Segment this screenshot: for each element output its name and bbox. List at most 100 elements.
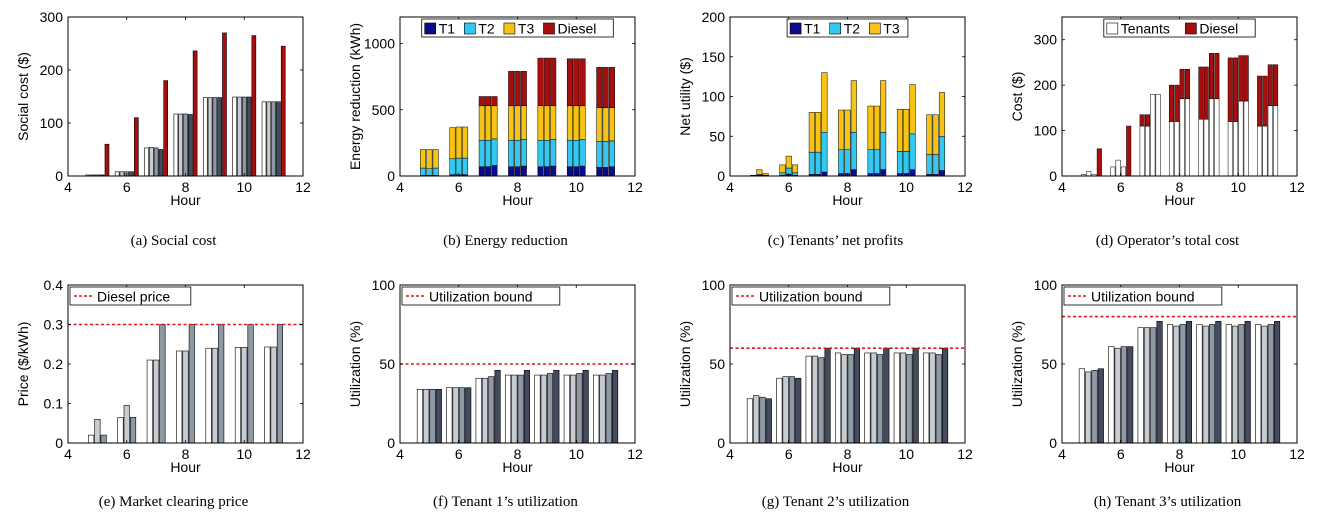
bar-a-s2-x4 — [212, 97, 218, 177]
ytick-label: 1000 — [364, 36, 395, 52]
bar-b-x2-b0-seg3 — [478, 96, 485, 107]
caption-h: (h) Tenant 3’s utilization — [1094, 494, 1242, 510]
bar-c-x3-b2-seg2 — [850, 80, 857, 133]
bar-e-s0-x5 — [234, 347, 241, 444]
xtick-label: 12 — [957, 179, 973, 195]
bar-b-x6-b2-seg2 — [608, 107, 615, 142]
bar-c-x2-b2-seg2 — [821, 72, 828, 133]
bar-c-x3-b1-seg2 — [844, 109, 851, 151]
bar-c-x6-b2-seg0 — [938, 170, 945, 177]
bar-a-s0-x6 — [261, 101, 267, 177]
bar-a-s4-x3 — [192, 50, 198, 177]
bar-g-s1-x3 — [841, 354, 848, 444]
bar-g-s0-x3 — [834, 352, 842, 444]
bar-b-x5-b0-seg1 — [566, 139, 573, 167]
bar-h-s2-x6 — [1267, 324, 1274, 444]
legend-label: T3 — [518, 21, 535, 37]
bar-b-x6-b1-seg2 — [602, 107, 609, 142]
bar-b-x1-b1-seg1 — [455, 157, 462, 175]
bar-d-x0-b1-seg0 — [1086, 171, 1092, 177]
y-axis-label: Cost ($) — [1009, 72, 1025, 122]
bar-b-x3-b1-seg3 — [514, 71, 521, 107]
bar-b-x4-b1-seg3 — [543, 57, 550, 107]
bar-b-x5-b2-seg2 — [579, 105, 586, 140]
bar-f-s3-x2 — [494, 370, 501, 444]
bar-d-x3-b2-seg1 — [1179, 68, 1185, 100]
bar-f-s0-x5 — [563, 374, 570, 444]
bar-f-s2-x2 — [488, 376, 495, 444]
xtick-label: 6 — [123, 446, 131, 462]
bar-b-x5-b1-seg1 — [573, 139, 580, 167]
bar-g-s0-x0 — [746, 398, 753, 444]
xtick-label: 4 — [1058, 179, 1066, 195]
bar-c-x5-b2-seg1 — [909, 133, 916, 170]
bar-e-s1-x1 — [123, 405, 130, 444]
bar-c-x4-b0-seg2 — [867, 105, 874, 151]
bar-d-x6-b3-seg0 — [1273, 105, 1279, 177]
bar-d-x6-b2-seg0 — [1267, 105, 1273, 177]
caption-a: (a) Social cost — [131, 233, 218, 249]
bar-g-s3-x4 — [883, 347, 890, 444]
bar-a-s3-x5 — [246, 96, 252, 177]
bar-c-x4-b1-seg2 — [873, 105, 880, 151]
xtick-label: 10 — [568, 179, 584, 195]
caption-d: (d) Operator’s total cost — [1096, 233, 1240, 249]
ytick-label: 50 — [1041, 356, 1057, 372]
bar-f-s3-x6 — [612, 370, 619, 444]
ytick-label: 100 — [40, 115, 64, 131]
x-axis-label: Hour — [832, 459, 863, 475]
bar-b-x1-b0-seg1 — [449, 158, 456, 175]
xtick-label: 6 — [785, 179, 793, 195]
bar-g-s2-x5 — [906, 354, 913, 444]
bar-a-s3-x6 — [276, 101, 281, 177]
ytick-label: 100 — [702, 89, 726, 105]
bar-f-s2-x4 — [546, 373, 554, 444]
xtick-label: 6 — [455, 446, 463, 462]
bar-h-s0-x6 — [1255, 324, 1262, 444]
bar-g-s3-x6 — [942, 347, 949, 444]
bar-b-x0-b1-seg1 — [426, 168, 433, 176]
bar-b-x4-b1-seg1 — [543, 139, 550, 167]
bar-b-x6-b2-seg0 — [608, 166, 615, 177]
bar-c-x0-b1-seg2 — [756, 169, 763, 175]
y-axis-label: Utilization (%) — [1009, 321, 1025, 407]
bar-f-s0-x6 — [593, 374, 600, 444]
bar-c-x2-b0-seg1 — [808, 151, 815, 175]
ytick-label: 50 — [379, 356, 395, 372]
ytick-label: 0.4 — [44, 277, 64, 293]
bar-a-s2-x5 — [241, 96, 247, 177]
bar-h-s1-x5 — [1232, 325, 1239, 444]
xtick-label: 4 — [396, 179, 404, 195]
bar-c-x6-b2-seg1 — [938, 136, 945, 171]
bar-g-s1-x2 — [811, 355, 819, 444]
bar-f-s1-x0 — [423, 388, 430, 444]
legend-swatch — [1185, 22, 1197, 35]
bar-d-x2-b0-seg0 — [1139, 125, 1145, 177]
caption-b: (b) Energy reduction — [443, 233, 568, 249]
bar-f-s0-x0 — [416, 388, 423, 444]
bar-b-x0-b0-seg1 — [420, 167, 427, 176]
bar-g-s1-x5 — [900, 352, 907, 444]
bar-f-s0-x2 — [475, 377, 482, 444]
bar-c-x6-b2-seg2 — [938, 92, 945, 137]
bar-b-x5-b0-seg2 — [566, 105, 573, 141]
ytick-label: 0 — [387, 435, 395, 451]
ytick-label: 200 — [1034, 77, 1058, 93]
bar-f-s2-x5 — [576, 373, 583, 444]
ytick-label: 0 — [387, 168, 395, 184]
bar-d-x5-b2-seg0 — [1238, 100, 1244, 177]
x-axis-label: Hour — [502, 192, 533, 208]
ytick-label: 0.2 — [44, 356, 64, 372]
caption-f: (f) Tenant 1’s utilization — [433, 494, 578, 510]
bar-b-x1-b2-seg1 — [462, 157, 469, 175]
bar-b-x3-b1-seg2 — [514, 105, 521, 141]
bar-e-s0-x4 — [205, 347, 212, 444]
bar-e-s2-x5 — [247, 324, 254, 444]
bar-b-x3-b2-seg3 — [520, 71, 527, 107]
bar-b-x2-b1-seg1 — [485, 139, 492, 167]
bar-d-x5-b0-seg0 — [1227, 121, 1233, 177]
bar-e-s0-x0 — [88, 434, 95, 444]
bar-a-s4-x6 — [280, 45, 286, 177]
bar-b-x6-b0-seg2 — [596, 107, 603, 142]
xtick-label: 8 — [514, 446, 522, 462]
